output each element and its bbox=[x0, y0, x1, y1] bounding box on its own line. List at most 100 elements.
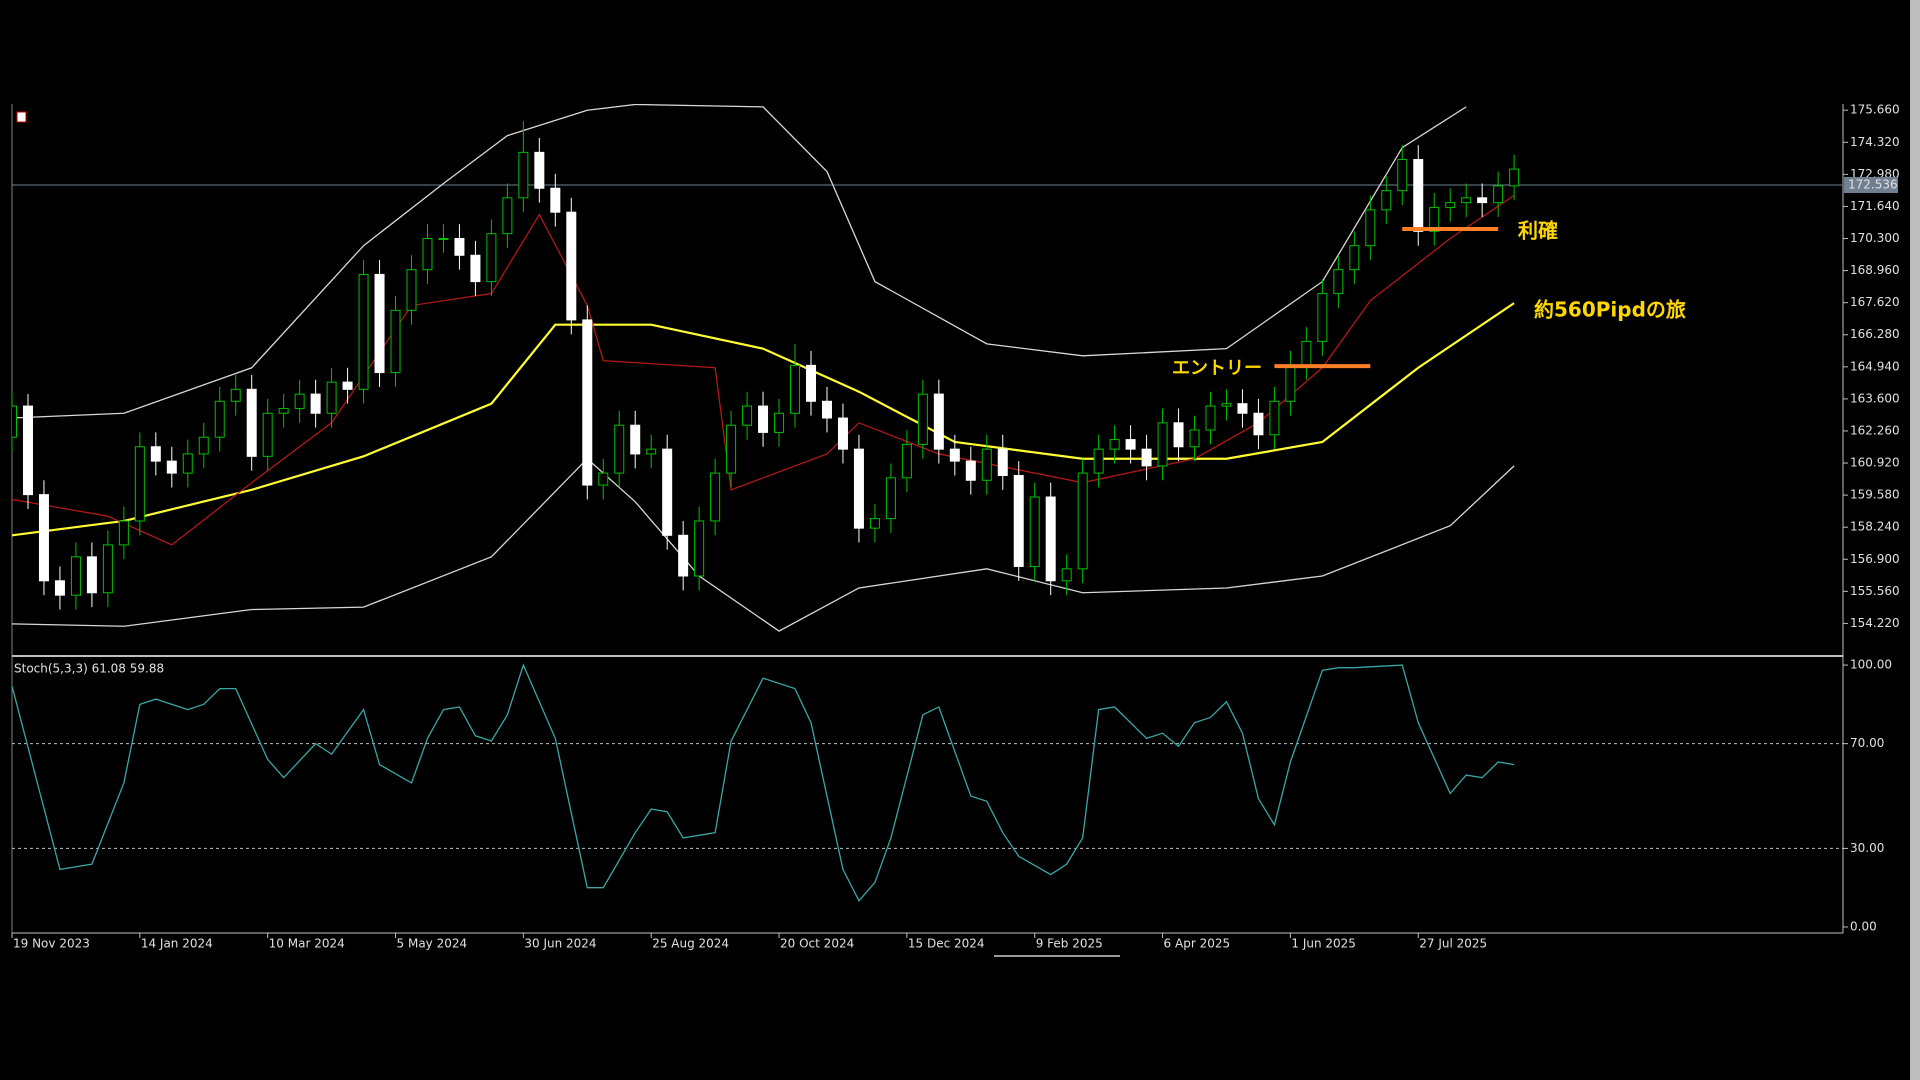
candle-body bbox=[438, 238, 449, 241]
candle-body bbox=[965, 460, 976, 481]
candle-body bbox=[917, 393, 928, 445]
candle-body bbox=[837, 417, 848, 450]
candle-body bbox=[853, 448, 864, 529]
indicator-line bbox=[12, 457, 1515, 632]
stoch-panel bbox=[12, 663, 1843, 902]
candle-body bbox=[949, 448, 960, 462]
candle-body bbox=[790, 364, 801, 414]
stoch-line bbox=[12, 663, 1515, 902]
candle-body bbox=[326, 381, 337, 414]
candle-body bbox=[406, 269, 417, 311]
candle-body bbox=[118, 520, 129, 546]
chart-icon[interactable] bbox=[16, 111, 27, 123]
candle-body bbox=[454, 238, 465, 256]
candle-body bbox=[821, 400, 832, 419]
y-tick-label: 158.240 bbox=[1850, 520, 1900, 534]
candle-body bbox=[1157, 422, 1168, 467]
x-tick-label: 20 Oct 2024 bbox=[780, 937, 854, 951]
candle-body bbox=[198, 436, 209, 455]
y-tick-label: 159.580 bbox=[1850, 488, 1900, 502]
y-tick-label: 160.920 bbox=[1850, 456, 1900, 470]
candle-body bbox=[278, 407, 289, 414]
candle-body bbox=[1477, 197, 1488, 204]
candle-body bbox=[806, 364, 816, 402]
candle-body bbox=[294, 393, 305, 409]
y-tick-label: 164.940 bbox=[1850, 359, 1900, 373]
candle-body bbox=[933, 393, 944, 450]
candle-body bbox=[214, 400, 225, 438]
candle-body bbox=[1493, 185, 1504, 204]
stoch-title: Stoch(5,3,3) 61.08 59.88 bbox=[14, 662, 164, 676]
candle-body bbox=[486, 233, 497, 283]
candle-body bbox=[1445, 202, 1456, 208]
candle-body bbox=[374, 273, 385, 374]
y-tick-label: 168.960 bbox=[1850, 263, 1900, 277]
x-tick-label: 25 Aug 2024 bbox=[652, 937, 729, 951]
candle-body bbox=[1285, 364, 1296, 402]
candle-body bbox=[566, 211, 577, 321]
candle-body bbox=[694, 520, 705, 577]
candle-body bbox=[885, 477, 896, 520]
candle-body bbox=[710, 472, 721, 522]
candle-body bbox=[262, 412, 273, 457]
candle-body bbox=[310, 393, 321, 414]
candle-body bbox=[646, 448, 657, 455]
candle-body bbox=[1429, 206, 1440, 232]
candle-body bbox=[246, 388, 257, 457]
y-tick-label: 155.560 bbox=[1850, 584, 1900, 598]
candle-body bbox=[1253, 412, 1264, 436]
candle-body bbox=[1077, 472, 1088, 570]
candle-body bbox=[1333, 269, 1344, 295]
candle-body bbox=[22, 405, 33, 496]
candle-body bbox=[630, 424, 641, 455]
candle-body bbox=[726, 424, 737, 474]
candle-body bbox=[1029, 496, 1040, 567]
x-tick-label: 30 Jun 2024 bbox=[524, 937, 596, 951]
candle-body bbox=[1221, 403, 1232, 407]
candle-body bbox=[1061, 568, 1072, 582]
price-panel bbox=[12, 104, 1843, 632]
candle-body bbox=[86, 556, 97, 594]
candle-body bbox=[901, 443, 912, 479]
candle-body bbox=[502, 197, 513, 235]
candle-body bbox=[470, 254, 481, 283]
y-tick-label: 171.640 bbox=[1850, 199, 1900, 213]
candle-body bbox=[1349, 245, 1360, 271]
candle-body bbox=[1237, 403, 1248, 414]
last-price-label: 172.536 bbox=[1848, 177, 1898, 191]
x-tick-label: 19 Nov 2023 bbox=[13, 937, 90, 951]
annotation-text: 約560Pipdの旅 bbox=[1534, 298, 1686, 322]
y-tick-label: 70.00 bbox=[1850, 736, 1884, 750]
candle-body bbox=[1397, 159, 1408, 192]
y-tick-label: 163.600 bbox=[1850, 391, 1900, 405]
candle-body bbox=[1045, 496, 1056, 582]
candle-body bbox=[1509, 168, 1520, 187]
candle-body bbox=[550, 187, 561, 213]
axes: 175.660174.320172.980171.640170.300168.9… bbox=[11, 103, 1900, 951]
y-tick-label: 174.320 bbox=[1850, 135, 1900, 149]
candle-body bbox=[662, 448, 673, 536]
candle-body bbox=[150, 446, 161, 462]
candle-body bbox=[166, 460, 177, 474]
candle-body bbox=[582, 319, 593, 486]
candle-body bbox=[1189, 429, 1200, 448]
candle-body bbox=[774, 412, 785, 433]
y-tick-label: 175.660 bbox=[1850, 103, 1900, 117]
candle-body bbox=[134, 446, 145, 522]
candle-body bbox=[1381, 190, 1392, 211]
y-tick-label: 30.00 bbox=[1850, 841, 1884, 855]
candle-body bbox=[1205, 405, 1216, 431]
candle-body bbox=[758, 405, 769, 433]
candle-body bbox=[598, 472, 609, 486]
annotation-text: エントリー bbox=[1172, 358, 1262, 379]
annotation-text: 利確 bbox=[1518, 219, 1558, 243]
y-tick-label: 162.260 bbox=[1850, 423, 1900, 437]
candle-body bbox=[358, 273, 369, 390]
candle-body bbox=[869, 518, 880, 529]
candle-body bbox=[390, 309, 401, 374]
candle-body bbox=[678, 534, 689, 577]
indicator-line bbox=[12, 104, 1467, 419]
candle-body bbox=[12, 405, 17, 438]
